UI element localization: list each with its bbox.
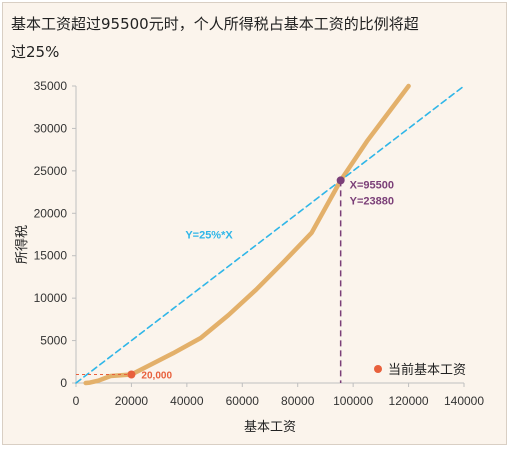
chart-panel — [2, 2, 507, 445]
y-tick-label: 10000 — [34, 291, 68, 305]
x-tick-label: 120000 — [389, 394, 429, 408]
reference-line-label: Y=25%*X — [185, 230, 233, 242]
current-salary-point — [127, 370, 136, 379]
x-tick-label: 60000 — [226, 394, 260, 408]
intersection-point — [336, 176, 345, 185]
x-tick-label: 100000 — [333, 394, 373, 408]
y-axis-title: 所得税 — [14, 225, 29, 264]
x-tick-label: 80000 — [281, 394, 315, 408]
current-salary-label: 20,000 — [141, 371, 172, 382]
x-tick-label: 0 — [73, 394, 80, 408]
y-tick-label: 0 — [60, 376, 67, 390]
intersection-label-y: Y=23880 — [350, 195, 394, 207]
x-tick-label: 140000 — [444, 394, 484, 408]
y-tick-label: 30000 — [34, 121, 68, 135]
x-tick-label: 40000 — [170, 394, 204, 408]
y-tick-label: 25000 — [34, 164, 68, 178]
y-tick-label: 5000 — [40, 334, 67, 348]
legend-label: 当前基本工资 — [388, 362, 466, 377]
reference-line-25pct — [75, 85, 465, 384]
y-tick-label: 35000 — [34, 79, 68, 93]
legend-marker — [374, 365, 382, 373]
y-tick-label: 15000 — [34, 249, 68, 263]
tax-curve-line — [83, 83, 411, 386]
x-axis-title: 基本工资 — [244, 419, 296, 434]
x-tick-label: 20000 — [115, 394, 149, 408]
y-tick-label: 20000 — [34, 206, 68, 220]
chart-title: 基本工资超过95500元时，个人所得税占基本工资的比例将超过25% — [11, 15, 419, 61]
intersection-label-x: X=95500 — [350, 179, 394, 191]
